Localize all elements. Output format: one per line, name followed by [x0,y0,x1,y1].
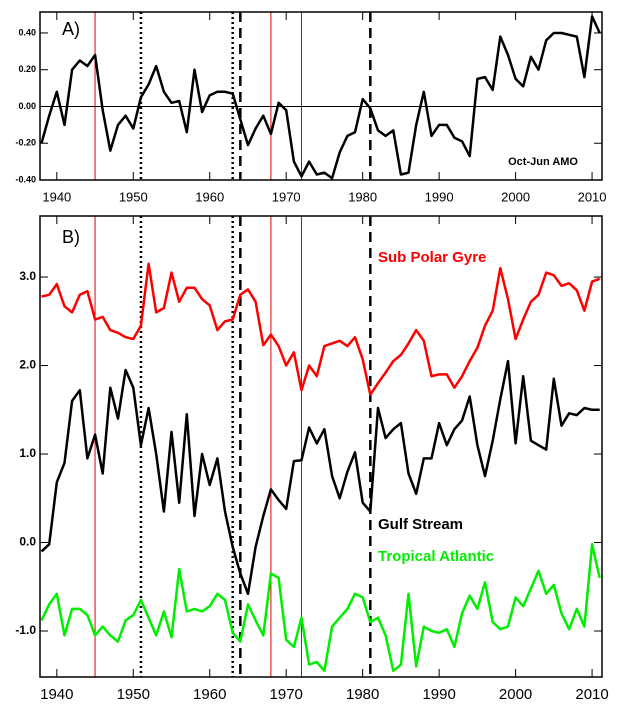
x-tick-label: 2000 [499,686,532,703]
x-tick-label: 1970 [270,686,303,703]
series-line [41,262,601,396]
plot-frame [39,215,603,678]
x-tick-label: 1950 [119,189,148,204]
series-line [40,359,600,596]
panel-label: A) [62,19,80,39]
series-line [40,543,601,673]
x-tick-label: 2010 [578,189,607,204]
y-tick-label: -1.0 [15,623,36,637]
x-tick-label: 1980 [346,686,379,703]
x-tick-label: 2000 [501,189,530,204]
series-line [40,15,601,180]
series-label: Sub Polar Gyre [378,249,486,266]
x-tick-label: 1940 [40,686,73,703]
x-tick-label: 1960 [195,189,224,204]
y-tick-label: -0.40 [15,174,36,184]
x-tick-label: 2010 [575,686,608,703]
y-tick-label: 3.0 [19,269,36,283]
y-tick-label: -0.20 [15,138,36,148]
y-tick-label: 1.0 [19,446,36,460]
series-label: Tropical Atlantic [378,548,494,565]
y-tick-label: 2.0 [19,358,36,372]
x-tick-label: 1970 [272,189,301,204]
x-tick-label: 1960 [193,686,226,703]
y-tick-label: 0.20 [18,64,36,74]
x-tick-label: 1950 [117,686,150,703]
y-tick-label: 0.0 [19,535,36,549]
x-tick-label: 1980 [348,189,377,204]
y-tick-label: 0.00 [18,101,36,111]
panel-label: B) [62,227,80,247]
x-tick-label: 1990 [425,189,454,204]
plot-frame [39,11,603,181]
series-label: Gulf Stream [378,516,463,533]
x-tick-label: 1990 [422,686,455,703]
y-tick-label: 0.40 [18,27,36,37]
annotation: Oct-Jun AMO [508,156,578,168]
x-tick-label: 1940 [42,189,71,204]
